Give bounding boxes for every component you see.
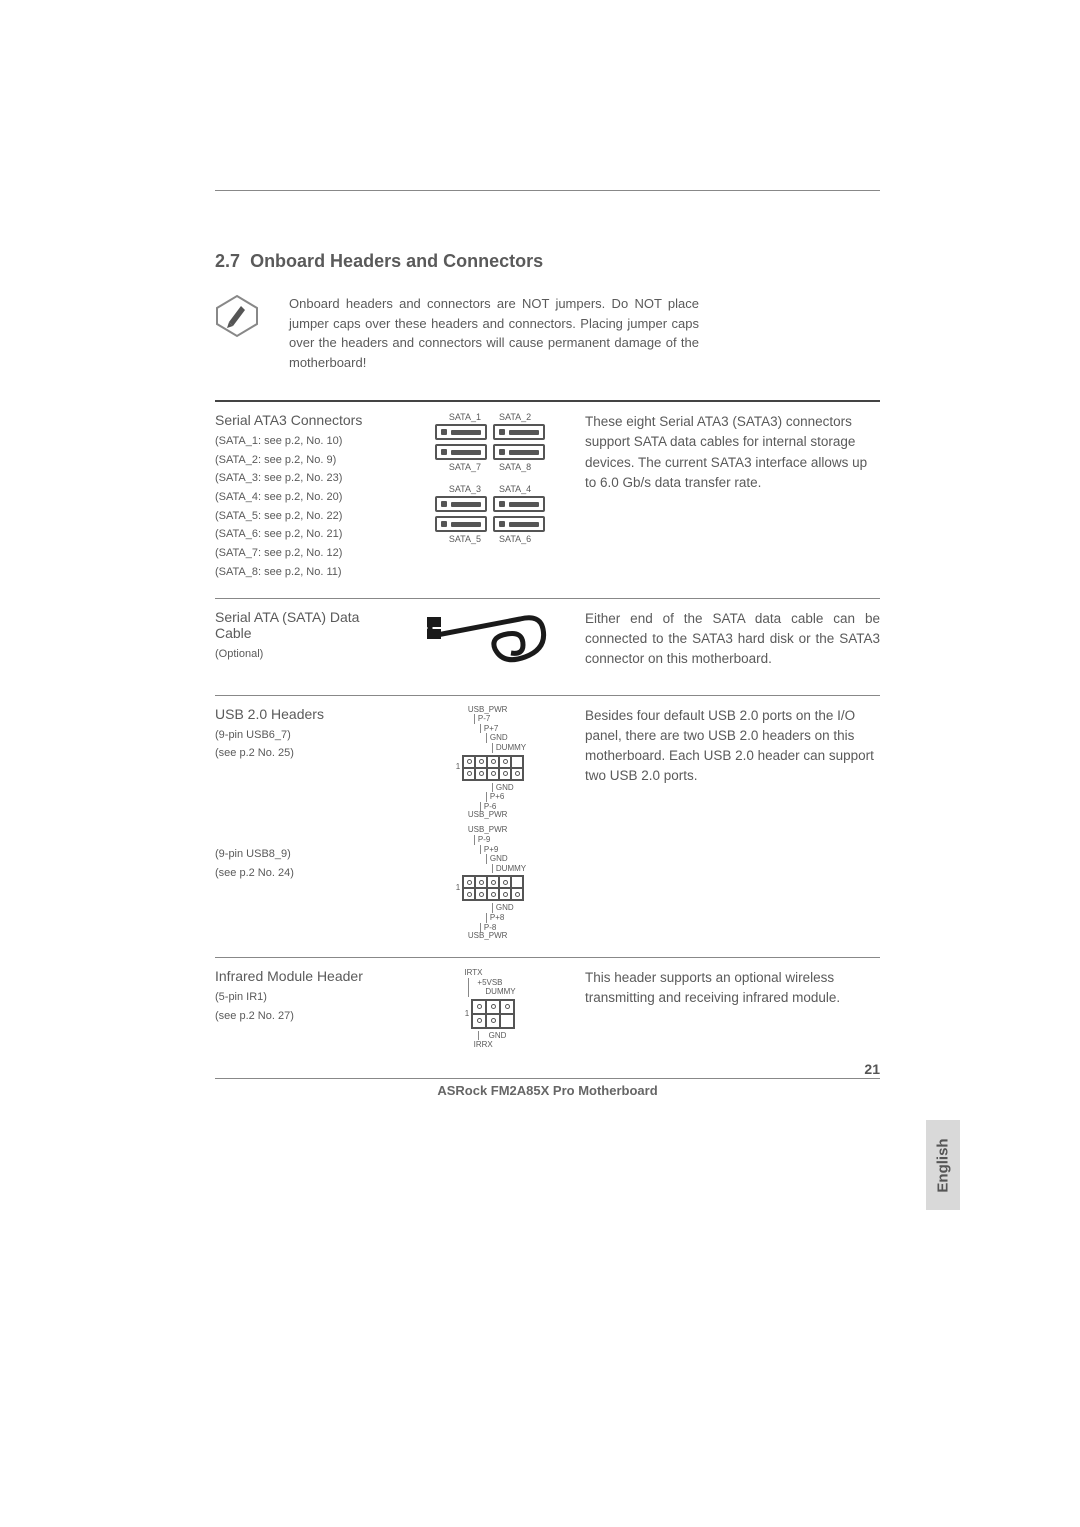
sata-cable-diagram [395,609,585,679]
footer: 21 ASRock FM2A85X Pro Motherboard [215,1079,880,1098]
pin-label: GND [486,854,526,864]
top-rule [215,190,880,191]
sata-ref: (SATA_6: see p.2, No. 21) [215,525,395,544]
pin-label: P+7 [480,724,526,734]
usb-title: USB 2.0 Headers [215,706,395,722]
ir-title: Infrared Module Header [215,968,395,984]
pin-label: DUMMY [468,987,515,997]
sata-desc: These eight Serial ATA3 (SATA3) connecto… [585,412,880,493]
pin-label: P-9 [474,835,526,845]
sata-ref: (SATA_8: see p.2, No. 11) [215,563,395,582]
pin-label: P+6 [486,792,514,802]
pin-label: P+8 [486,913,514,923]
language-tab: English [926,1120,960,1210]
sata-label: SATA_3 [449,484,481,494]
sata-cable-row: Serial ATA (SATA) Data Cable (Optional) … [215,609,880,679]
pin-label: IRTX [464,968,515,978]
page-number: 21 [864,1061,880,1077]
pin-label: USB_PWR [468,706,526,715]
pin-label: DUMMY [492,743,526,753]
ir-diagram: IRTX +5VSB DUMMY 1 G [464,968,515,1050]
sata-ref: (SATA_5: see p.2, No. 22) [215,507,395,526]
usb-diagram-b: USB_PWR P-9 P+9 GND DUMMY 1 [454,826,526,941]
pin-label: +5VSB [468,978,515,988]
ir-ref: (see p.2 No. 27) [215,1007,395,1026]
section-title-text: Onboard Headers and Connectors [250,251,543,271]
footer-product: ASRock FM2A85X Pro Motherboard [437,1083,657,1098]
usb-ref: (see p.2 No. 25) [215,744,395,763]
sata-cable-title: Serial ATA (SATA) Data Cable [215,609,395,641]
pin-label: P-7 [474,714,526,724]
pin-label: USB_PWR [468,811,514,820]
sata-title: Serial ATA3 Connectors [215,412,395,428]
sata-label: SATA_7 [449,462,481,472]
sata-cable-desc: Either end of the SATA data cable can be… [585,609,880,670]
ir-ref: (5-pin IR1) [215,988,395,1007]
ir-desc: This header supports an optional wireles… [585,968,880,1009]
sata-ref: (SATA_2: see p.2, No. 9) [215,451,395,470]
sata-label: SATA_2 [499,412,531,422]
sata-label: SATA_1 [449,412,481,422]
pin-label: 1 [465,1009,469,1019]
pin-label: GND [492,783,514,793]
usb-ref: (9-pin USB8_9) [215,845,395,864]
sata-connectors-row: Serial ATA3 Connectors (SATA_1: see p.2,… [215,412,880,582]
sata-cable-title-text: Serial ATA (SATA) Data Cable [215,609,359,641]
sata-label: SATA_5 [449,534,481,544]
warning-box: Onboard headers and connectors are NOT j… [215,294,880,372]
sata-ref: (SATA_4: see p.2, No. 20) [215,488,395,507]
pin-label: 1 [456,763,460,772]
sata-label: SATA_6 [499,534,531,544]
sata-ref: (SATA_3: see p.2, No. 23) [215,469,395,488]
pin-label: USB_PWR [468,932,514,941]
pin-label: DUMMY [492,864,526,874]
section-number: 2.7 [215,251,240,271]
sata-label: SATA_8 [499,462,531,472]
sata-label: SATA_4 [499,484,531,494]
pin-label: 1 [456,884,460,893]
ir-header-row: Infrared Module Header (5-pin IR1) (see … [215,968,880,1050]
divider [215,957,880,958]
usb-headers-row: USB 2.0 Headers (9-pin USB6_7) (see p.2 … [215,706,880,942]
divider [215,598,880,599]
pin-label: P+9 [480,845,526,855]
thick-rule [215,400,880,402]
sata-cable-subtitle: (Optional) [215,645,395,664]
pin-label: USB_PWR [468,826,526,835]
pin-label: GND [478,1031,507,1041]
sata-ref: (SATA_1: see p.2, No. 10) [215,432,395,451]
usb-desc: Besides four default USB 2.0 ports on th… [585,706,880,787]
warning-icon [215,294,259,343]
warning-text: Onboard headers and connectors are NOT j… [289,294,699,372]
usb-ref: (see p.2 No. 24) [215,864,395,883]
pin-label: IRRX [474,1040,507,1050]
sata-ref: (SATA_7: see p.2, No. 12) [215,544,395,563]
pin-label: GND [492,903,514,913]
usb-diagram-a: USB_PWR P-7 P+7 GND DUMMY 1 [454,706,526,821]
language-tab-label: English [935,1138,952,1192]
section-title: 2.7 Onboard Headers and Connectors [215,251,880,272]
divider [215,695,880,696]
usb-ref: (9-pin USB6_7) [215,726,395,745]
pin-label: GND [486,733,526,743]
sata-diagram: SATA_1 SATA_2 SATA_7 SATA_8 SATA_3 SATA_… [395,412,585,556]
